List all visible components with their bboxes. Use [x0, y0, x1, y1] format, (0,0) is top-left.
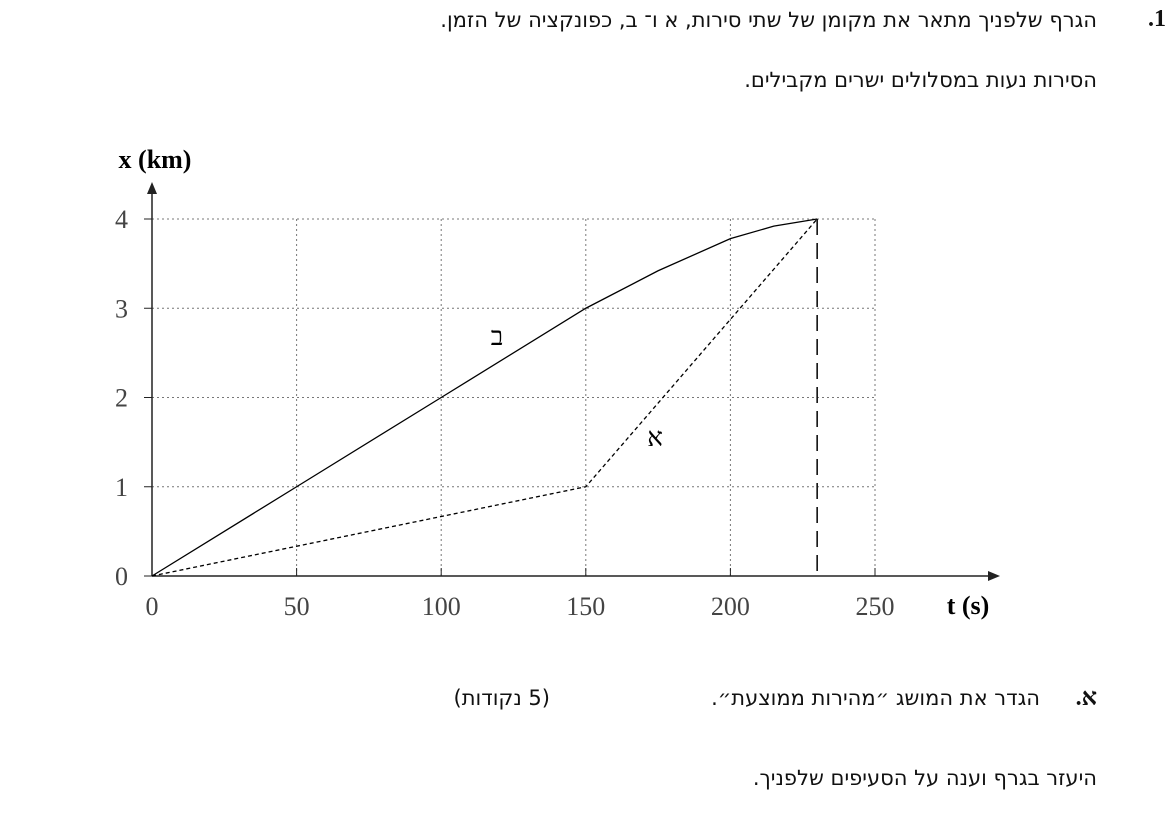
- y-tick-label: 2: [115, 384, 128, 413]
- x-tick-label: 0: [146, 592, 159, 621]
- series-line: [151, 218, 818, 577]
- x-tick-label: 200: [711, 592, 750, 621]
- x-tick-label: 100: [422, 592, 461, 621]
- y-tick-label: 3: [115, 294, 128, 323]
- series-label: א: [647, 423, 663, 452]
- series-line: [151, 218, 818, 577]
- x-axis-label: t (s): [947, 591, 990, 620]
- y-tick-label: 0: [115, 562, 128, 591]
- question-line: הגרף שלפניך מתאר את מקומן של שתי סירות, …: [440, 8, 1097, 32]
- y-axis-label: x (km): [119, 145, 192, 174]
- x-tick-label: 250: [856, 592, 895, 621]
- section-text: הגדר את המושג ״מהירות ממוצעת״.: [711, 686, 1040, 710]
- x-tick-label: 150: [566, 592, 605, 621]
- y-tick-label: 1: [115, 473, 128, 502]
- section-letter: א.: [1075, 685, 1097, 711]
- section-points: (5 נקודות): [453, 686, 550, 710]
- y-axis-arrow: [147, 182, 157, 194]
- x-axis-arrow: [988, 571, 1000, 581]
- question-number: 1.: [1148, 6, 1166, 32]
- question-line: הסירות נעות במסלולים ישרים מקבילים.: [744, 68, 1097, 92]
- x-tick-label: 50: [284, 592, 310, 621]
- y-tick-label: 4: [115, 205, 128, 234]
- instruction: היעזר בגרף וענה על הסעיפים שלפניך.: [752, 766, 1097, 790]
- series-label: ב: [491, 322, 504, 351]
